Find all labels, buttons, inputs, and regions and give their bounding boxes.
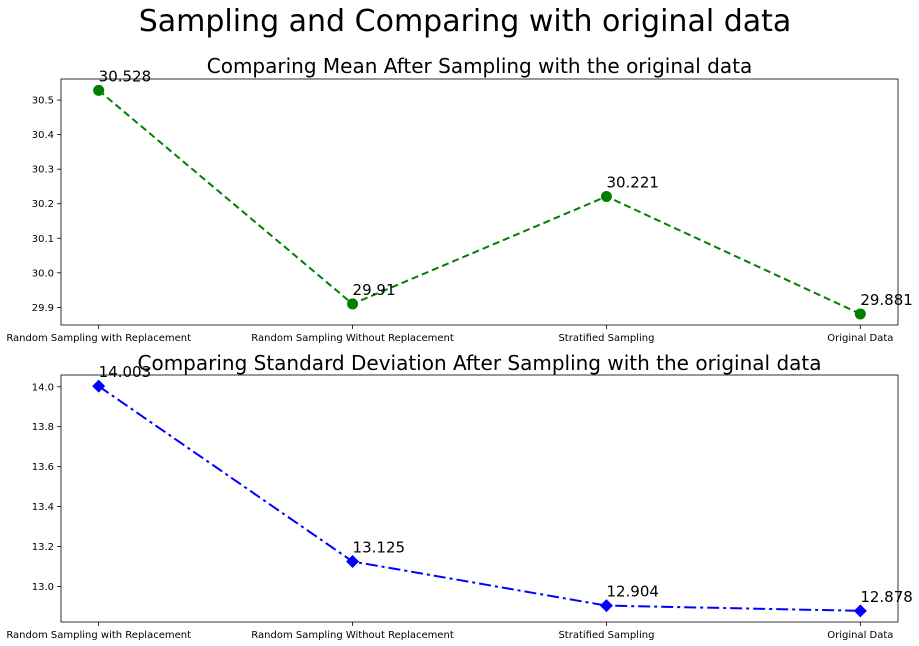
std-y-tick-label: 13.0	[32, 582, 54, 593]
std-plot-frame	[60, 374, 899, 623]
std-data-label: 13.125	[353, 538, 406, 556]
figure-title: Sampling and Comparing with original dat…	[139, 4, 792, 39]
mean-data-label: 30.221	[606, 173, 659, 191]
mean-y-tick-label: 30.5	[32, 96, 54, 107]
mean-data-label: 30.528	[99, 67, 152, 85]
mean-data-point	[600, 190, 612, 202]
mean-data-point	[347, 298, 359, 310]
std-data-label: 14.003	[99, 363, 152, 381]
mean-x-tick-label: Random Sampling Without Replacement	[251, 333, 454, 344]
mean-y-tick-label: 30.3	[32, 165, 54, 176]
std-y-tick-label: 13.8	[32, 422, 54, 433]
mean-chart-title: Comparing Mean After Sampling with the o…	[207, 54, 752, 78]
std-chart-panel: Comparing Standard Deviation After Sampl…	[6, 351, 913, 641]
std-data-point	[599, 599, 613, 613]
std-data-point	[346, 554, 360, 568]
std-x-tick-label: Stratified Sampling	[558, 630, 654, 641]
std-y-tick-label: 14.0	[32, 382, 54, 393]
mean-y-tick-label: 30.4	[32, 130, 54, 141]
mean-y-tick-label: 30.1	[32, 234, 54, 245]
mean-x-tick-label: Original Data	[827, 333, 893, 344]
mean-chart-panel: Comparing Mean After Sampling with the o…	[6, 54, 913, 344]
std-y-tick-label: 13.6	[32, 462, 54, 473]
std-x-tick-label: Original Data	[827, 630, 893, 641]
mean-y-tick-label: 30.0	[32, 268, 54, 279]
mean-data-label: 29.91	[353, 281, 396, 299]
mean-data-label: 29.881	[860, 291, 913, 309]
mean-y-tick-label: 30.2	[32, 199, 54, 210]
std-data-point	[853, 604, 867, 618]
std-data-label: 12.878	[860, 588, 913, 606]
std-data-label: 12.904	[606, 583, 659, 601]
mean-plot-frame	[60, 78, 899, 326]
mean-x-tick-label: Random Sampling with Replacement	[6, 333, 191, 344]
mean-data-point	[854, 308, 866, 320]
mean-data-point	[93, 84, 105, 96]
std-chart-title: Comparing Standard Deviation After Sampl…	[138, 351, 822, 375]
std-y-tick-label: 13.4	[32, 502, 54, 513]
std-x-tick-label: Random Sampling with Replacement	[6, 630, 191, 641]
std-data-point	[92, 379, 106, 393]
mean-x-tick-label: Stratified Sampling	[558, 333, 654, 344]
std-x-tick-label: Random Sampling Without Replacement	[251, 630, 454, 641]
std-y-tick-label: 13.2	[32, 542, 54, 553]
mean-series-line	[98, 89, 861, 315]
mean-y-tick-label: 29.9	[32, 303, 54, 314]
std-series-line	[98, 385, 861, 612]
